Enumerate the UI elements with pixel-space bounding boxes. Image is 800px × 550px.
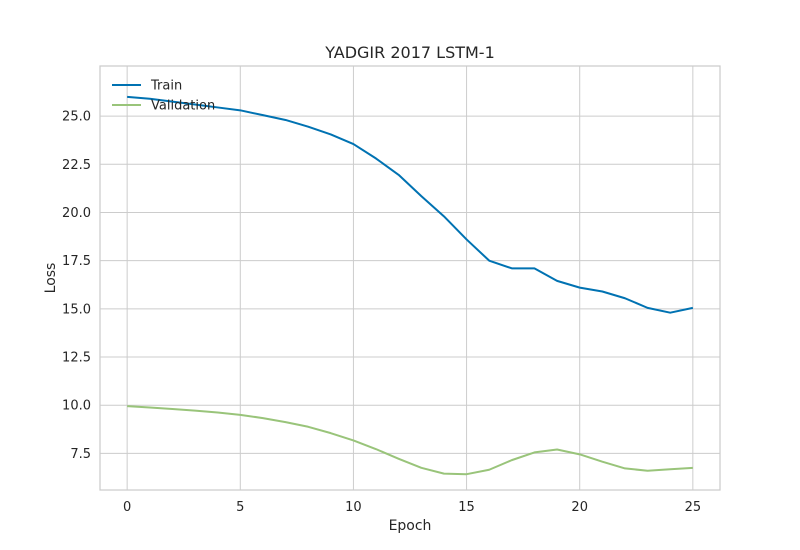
legend: Train Validation bbox=[112, 79, 215, 114]
plot-frame bbox=[99, 65, 721, 491]
y-tick-label: 7.5 bbox=[70, 447, 91, 462]
chart-title: YADGIR 2017 LSTM-1 bbox=[324, 43, 495, 62]
x-tick-label: 25 bbox=[685, 500, 702, 515]
x-tick-label: 10 bbox=[345, 500, 362, 515]
series-line-validation bbox=[127, 405, 693, 476]
y-tick-label: 12.5 bbox=[62, 351, 91, 366]
x-tick-label: 20 bbox=[571, 500, 588, 515]
y-tick-label: 22.5 bbox=[62, 158, 91, 173]
y-tick-label: 17.5 bbox=[62, 254, 91, 269]
x-tick-label: 0 bbox=[123, 500, 131, 515]
tick-labels: 0 5 10 15 20 25 7.5 10.0 12.5 15.0 17.5 20.0 22.5 25.… bbox=[62, 110, 701, 515]
y-axis-label: Loss bbox=[43, 263, 59, 294]
legend-label-train: Train bbox=[150, 79, 182, 94]
y-tick-label: 15.0 bbox=[62, 302, 91, 317]
series-lines bbox=[127, 95, 694, 476]
y-tick-label: 25.0 bbox=[62, 110, 91, 125]
legend-label-validation: Validation bbox=[151, 99, 215, 114]
x-axis-label: Epoch bbox=[389, 518, 432, 534]
x-tick-label: 15 bbox=[458, 500, 475, 515]
y-tick-label: 10.0 bbox=[62, 399, 91, 414]
y-tick-label: 20.0 bbox=[62, 206, 91, 221]
grid bbox=[100, 66, 720, 490]
series-line-train bbox=[127, 95, 694, 314]
x-tick-label: 5 bbox=[236, 500, 244, 515]
